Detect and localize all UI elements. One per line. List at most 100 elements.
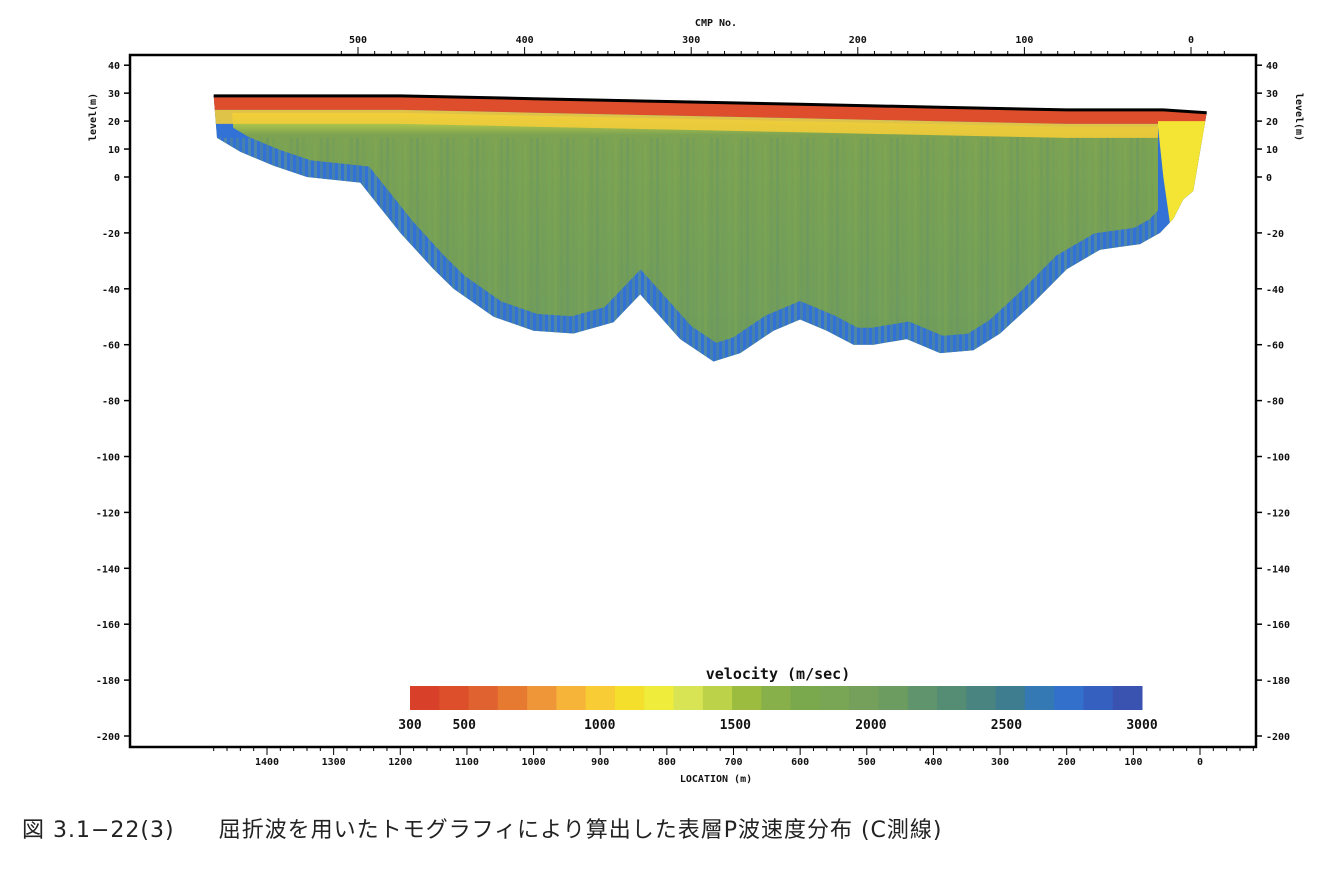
bottom-tick-label: 700 <box>724 757 742 768</box>
colorbar-cell <box>497 686 528 710</box>
top-tick-label: 200 <box>849 35 867 46</box>
bottom-tick-label: 500 <box>858 757 876 768</box>
top-tick-label: 0 <box>1188 35 1194 46</box>
colorbar-cell <box>761 686 792 710</box>
bottom-axis: 1400 1300 1200 1100 1000 900 800 700 600 500 400 30… <box>213 747 1254 768</box>
bottom-tick-label: 100 <box>1124 757 1142 768</box>
right-tick-label: 20 <box>1266 117 1278 128</box>
right-tick-label: -40 <box>1266 285 1284 296</box>
left-tick-label: -40 <box>102 285 120 296</box>
caption-text: 屈折波を用いたトモグラフィにより算出した表層P波速度分布 (C測線) <box>218 818 943 843</box>
right-tick-label: -140 <box>1266 564 1290 575</box>
left-tick-label: 0 <box>114 173 120 184</box>
colorbar-cell <box>410 686 440 710</box>
right-tick-label: -180 <box>1266 676 1290 687</box>
colorbar-cell <box>849 686 879 710</box>
bottom-axis-title: LOCATION (m) <box>680 774 752 785</box>
right-tick-label: 10 <box>1266 145 1278 156</box>
tomography-figure: 403020100-20-40-60-80-100-120-140-160-18… <box>88 18 1304 785</box>
left-tick-label: -80 <box>102 397 120 408</box>
surface-low-velocity-band <box>213 95 1207 127</box>
surface-line <box>213 94 1207 115</box>
colorbar-label: 500 <box>452 718 476 733</box>
colorbar-cell <box>966 686 997 710</box>
colorbar-cell <box>614 686 645 710</box>
right-tick-label: 40 <box>1266 61 1278 72</box>
bottom-tick-label: 1400 <box>255 757 279 768</box>
left-tick-label: 30 <box>108 89 120 100</box>
right-tick-label: -160 <box>1266 620 1290 631</box>
colorbar-cell <box>585 686 616 710</box>
colorbar-cell <box>995 686 1026 710</box>
right-tick-label: 30 <box>1266 89 1278 100</box>
colorbar-cell <box>878 686 909 710</box>
colorbar-label: 2000 <box>855 718 886 733</box>
colorbar-label: 300 <box>398 718 422 733</box>
left-tick-label: 10 <box>108 145 120 156</box>
colorbar-cell <box>702 686 733 710</box>
left-tick-label: -180 <box>96 676 120 687</box>
bottom-tick-label: 900 <box>591 757 609 768</box>
colorbar-cell <box>644 686 675 710</box>
surface-yellow-band <box>213 109 1207 141</box>
right-tick-label: -60 <box>1266 341 1284 352</box>
colorbar-title: velocity (m/sec) <box>706 665 851 683</box>
left-tick-label: -200 <box>96 732 120 743</box>
left-tick-label: -60 <box>102 341 120 352</box>
left-tick-label: -120 <box>96 508 120 519</box>
left-tick-label: -100 <box>96 453 120 464</box>
left-tick-label: -20 <box>102 229 120 240</box>
right-tick-label: -100 <box>1266 453 1290 464</box>
colorbar-cell <box>1083 686 1114 710</box>
right-axis: 40 30 20 10 0 -20 -40 -60 -80 -100 -120 -140 -160 -18… <box>1256 61 1290 743</box>
topography-line <box>213 94 1207 115</box>
right-tick-label: -120 <box>1266 508 1290 519</box>
caption-figure-number: 図 3.1−22(3) <box>22 818 175 843</box>
colorbar-label: 1500 <box>720 718 751 733</box>
bottom-tick-label: 300 <box>991 757 1009 768</box>
colorbar-label: 1000 <box>584 718 615 733</box>
bottom-tick-label: 1300 <box>322 757 346 768</box>
colorbar-cell <box>937 686 967 710</box>
right-tick-label: 0 <box>1266 173 1272 184</box>
figure-caption: 図 3.1−22(3) 屈折波を用いたトモグラフィにより算出した表層P波速度分布… <box>22 812 943 844</box>
colorbar-cell <box>468 686 499 710</box>
bottom-tick-label: 1000 <box>522 757 546 768</box>
colorbar-cell <box>1024 686 1055 710</box>
right-tick-label: -20 <box>1266 229 1284 240</box>
colorbar-cell <box>1054 686 1084 710</box>
bottom-tick-label: 800 <box>658 757 676 768</box>
top-tick-label: 500 <box>349 35 367 46</box>
bottom-tick-label: 400 <box>924 757 942 768</box>
top-axis-title: CMP No. <box>695 18 737 29</box>
colorbar-cell <box>556 686 587 710</box>
colorbar-label: 3000 <box>1126 718 1157 733</box>
left-axis-title: level(m) <box>88 93 99 141</box>
colorbar-cell <box>819 686 850 710</box>
right-tick-label: -200 <box>1266 732 1290 743</box>
colorbar-cell <box>907 686 938 710</box>
colorbar-cell <box>673 686 704 710</box>
left-tick-label: 40 <box>108 61 120 72</box>
velocity-colorbar: velocity (m/sec) 300 500 1000 1500 2000 2500 3… <box>398 665 1158 733</box>
left-axis: 40 30 20 10 0 -20 -40 -60 -80 -100 -120 -140 -160 -18… <box>96 61 130 743</box>
right-axis-title: level(m) <box>1293 93 1304 141</box>
bottom-tick-label: 200 <box>1058 757 1076 768</box>
colorbar-cell <box>790 686 821 710</box>
left-tick-label: -160 <box>96 620 120 631</box>
top-tick-label: 100 <box>1015 35 1033 46</box>
bottom-tick-label: 0 <box>1197 757 1203 768</box>
colorbar-label: 2500 <box>991 718 1022 733</box>
colorbar-cell <box>439 686 470 710</box>
left-tick-label: 20 <box>108 117 120 128</box>
top-axis: 500 400 300 200 100 0 <box>340 35 1225 55</box>
top-tick-label: 300 <box>682 35 700 46</box>
bottom-tick-label: 600 <box>791 757 809 768</box>
bottom-tick-label: 1100 <box>455 757 479 768</box>
colorbar-cell <box>732 686 762 710</box>
right-tick-label: -80 <box>1266 397 1284 408</box>
bottom-tick-label: 1200 <box>388 757 412 768</box>
top-tick-label: 400 <box>516 35 534 46</box>
colorbar-cell <box>527 686 557 710</box>
left-tick-label: -140 <box>96 564 120 575</box>
